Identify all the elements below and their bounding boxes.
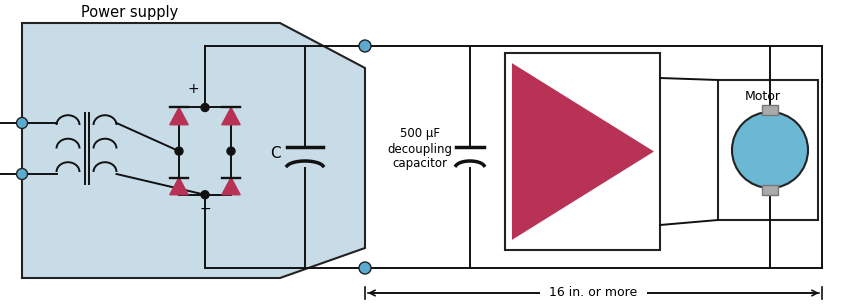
- Text: Motor: Motor: [745, 91, 781, 103]
- FancyBboxPatch shape: [762, 105, 778, 115]
- FancyBboxPatch shape: [762, 185, 778, 195]
- Circle shape: [175, 147, 183, 155]
- Circle shape: [732, 112, 808, 188]
- Circle shape: [17, 168, 28, 180]
- Polygon shape: [222, 177, 240, 195]
- Text: 500 μF
decoupling
capacitor: 500 μF decoupling capacitor: [388, 128, 453, 171]
- Circle shape: [359, 40, 371, 52]
- Circle shape: [17, 117, 28, 128]
- FancyBboxPatch shape: [718, 80, 818, 220]
- Polygon shape: [169, 177, 188, 195]
- Circle shape: [359, 262, 371, 274]
- Circle shape: [201, 191, 209, 199]
- Circle shape: [227, 147, 235, 155]
- Text: 16 in. or more: 16 in. or more: [541, 286, 646, 299]
- Polygon shape: [169, 107, 188, 125]
- FancyBboxPatch shape: [505, 53, 660, 250]
- Text: C: C: [270, 147, 281, 161]
- Text: −: −: [199, 202, 211, 216]
- Text: Power supply: Power supply: [82, 5, 179, 19]
- Polygon shape: [513, 65, 652, 238]
- Polygon shape: [222, 107, 240, 125]
- Circle shape: [201, 103, 209, 111]
- Text: +: +: [187, 83, 199, 96]
- Polygon shape: [22, 23, 365, 278]
